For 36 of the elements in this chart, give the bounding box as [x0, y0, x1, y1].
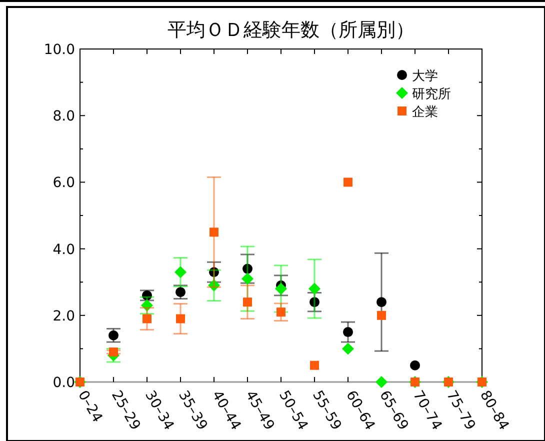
y-tick-label: 8.0: [52, 108, 75, 125]
point: [108, 330, 118, 340]
point: [377, 310, 386, 320]
point: [308, 282, 320, 295]
point: [174, 266, 186, 278]
point: [242, 272, 254, 285]
point: [176, 314, 185, 324]
y-tick-label: 10.0: [44, 42, 75, 58]
y-tick-label: 4.0: [52, 242, 75, 258]
point: [376, 376, 388, 388]
point: [343, 327, 353, 338]
legend-label: 企業: [412, 105, 438, 120]
point: [342, 342, 354, 355]
point: [142, 314, 152, 324]
point: [275, 282, 287, 295]
y-tick-label: 2.0: [52, 308, 75, 324]
point: [276, 308, 286, 317]
point: [242, 264, 252, 274]
point: [176, 287, 186, 298]
point: [210, 228, 218, 237]
point: [376, 297, 386, 308]
y-tick-label: 0.0: [52, 375, 75, 391]
point: [310, 297, 320, 308]
point: [243, 298, 252, 307]
point: [109, 348, 118, 357]
legend-label: 研究所: [412, 87, 451, 102]
point: [141, 299, 153, 312]
point: [142, 290, 152, 300]
point: [209, 267, 219, 278]
legend-label: 大学: [412, 69, 438, 84]
point: [208, 279, 220, 292]
chart-title: 平均ＯＤ経験年数（所属別）: [168, 19, 414, 41]
point: [410, 360, 420, 370]
point: [344, 178, 352, 187]
point: [310, 360, 319, 370]
y-tick-label: 6.0: [52, 175, 75, 192]
